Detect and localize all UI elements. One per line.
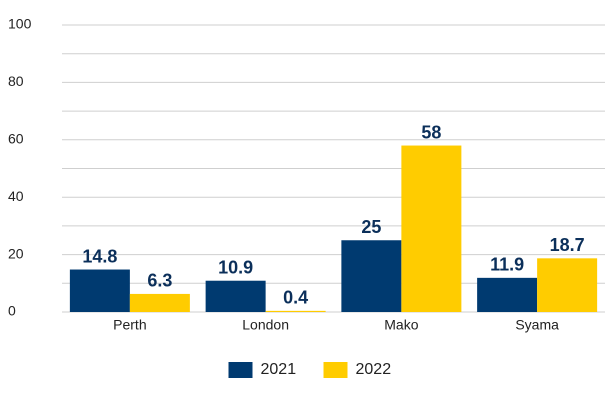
y-tick-label: 0 [8,303,16,319]
value-label: 6.3 [147,271,172,291]
x-tick-label: London [242,317,289,333]
y-tick-label: 80 [8,73,24,89]
y-tick-label: 40 [8,188,24,204]
x-tick-label: Mako [384,317,418,333]
value-label: 11.9 [490,255,524,275]
x-tick-label: Perth [113,317,146,333]
bar [69,269,130,312]
y-tick-label: 60 [8,131,24,147]
legend-label: 2022 [356,361,392,378]
legend-swatch [228,362,253,378]
value-label: 14.8 [82,246,117,266]
value-label: 0.4 [283,288,308,308]
bar [205,280,266,312]
value-label: 58 [421,122,441,142]
bar [401,145,462,312]
y-tick-label: 20 [8,245,24,261]
y-tick-label: 100 [8,16,32,32]
value-label: 10.9 [218,257,253,277]
bar [477,277,538,312]
value-label: 18.7 [550,235,585,255]
bar [341,240,402,312]
value-label: 25 [361,217,381,237]
x-tick-label: Syama [515,317,559,333]
bar [129,293,190,312]
legend-label: 2021 [261,361,297,378]
legend-swatch [323,362,348,378]
bar [537,258,598,312]
bar [265,310,326,312]
